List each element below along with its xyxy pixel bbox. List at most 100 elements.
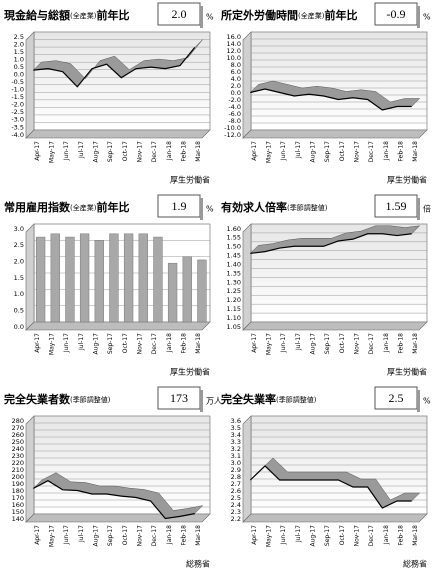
bar (94, 240, 104, 323)
x-tick-label: Jan-18 (383, 333, 390, 353)
title-suffix: 前年比 (96, 8, 129, 22)
unit: % (206, 205, 214, 214)
y-tick-label: 190 (12, 480, 24, 488)
y-tick-label: 2.4 (231, 501, 241, 509)
x-tick-label: Nov-17 (137, 141, 144, 163)
y-tick-label: -0.5 (11, 78, 24, 86)
y-tick-label: -2.0 (11, 101, 24, 109)
source: 厚生労働省 (170, 175, 210, 185)
y-tick-label: 260 (12, 431, 24, 439)
floor (25, 321, 211, 331)
y-tick-label: 1.0 (14, 55, 24, 63)
x-tick-label: Mar-18 (195, 525, 202, 546)
y-tick-label: -3.5 (11, 123, 24, 131)
y-tick-label: 1.30 (227, 278, 241, 286)
source: 厚生労働省 (387, 367, 427, 377)
y-tick-label: 3.1 (231, 452, 241, 460)
x-tick-label: Aug-17 (93, 333, 100, 355)
x-tick-label: May-17 (266, 525, 273, 547)
y-tick-label: 1.15 (227, 305, 241, 313)
y-tick-label: 10.0 (227, 54, 241, 62)
x-tick-label: Jun-17 (63, 525, 70, 545)
unit: % (206, 13, 214, 22)
headline-value: 2.5 (389, 391, 404, 405)
x-tick-label: Jan-18 (383, 141, 390, 161)
y-tick-label: 1.35 (227, 269, 241, 277)
y-tick-label: 1.05 (227, 323, 241, 331)
y-tick-label: 250 (12, 438, 24, 446)
x-tick-label: Sep-17 (324, 525, 331, 546)
bar (138, 233, 148, 323)
headline-value: 2.0 (172, 7, 187, 21)
headline-value: -0.9 (387, 7, 406, 21)
headline-value: 1.59 (386, 199, 407, 213)
x-tick-label: Dec-17 (368, 333, 375, 355)
x-tick-label: Jul-17 (295, 333, 302, 351)
unit: % (423, 13, 431, 22)
x-tick-label: Jun-17 (280, 333, 287, 353)
x-tick-label: May-17 (49, 141, 56, 163)
y-tick-label: 3.6 (231, 417, 241, 425)
y-tick-label: -2.0 (228, 96, 241, 104)
y-tick-label: 2.7 (231, 480, 241, 488)
floor (242, 129, 428, 139)
x-tick-label: Oct-17 (122, 333, 129, 353)
x-tick-label: May-17 (49, 333, 56, 355)
x-tick-label: Nov-17 (354, 525, 361, 547)
headline-shadow (417, 198, 420, 220)
x-tick-label: Mar-18 (412, 333, 419, 354)
x-tick-label: May-17 (49, 525, 56, 547)
y-tick-label: 280 (12, 417, 24, 425)
bar (153, 236, 163, 323)
chart-title: 完全失業率(季節調整値) (221, 392, 317, 406)
y-tick-label: 1.5 (14, 48, 24, 56)
x-tick-label: Aug-17 (310, 525, 317, 547)
y-tick-label: 160 (12, 501, 24, 509)
source: 総務省 (186, 559, 210, 569)
x-tick-label: Jul-17 (295, 141, 302, 159)
title-main: 完全失業率 (221, 392, 276, 406)
x-tick-label: Feb-18 (398, 525, 405, 546)
line (33, 47, 196, 88)
x-tick-label: Dec-17 (151, 141, 158, 163)
x-tick-label: Jul-17 (78, 141, 85, 159)
y-tick-label: 1.45 (227, 252, 241, 260)
chart-title: 所定外労働時間(全産業)前年比 (221, 8, 357, 22)
y-tick-label: 270 (12, 424, 24, 432)
x-tick-label: Aug-17 (310, 333, 317, 355)
source: 厚生労働省 (387, 175, 427, 185)
x-tick-label: Jun-17 (63, 141, 70, 161)
y-tick-label: 2.5 (14, 241, 24, 249)
y-tick-label: 1.25 (227, 287, 241, 295)
y-tick-label: 1.0 (14, 290, 24, 298)
x-tick-label: Feb-18 (181, 141, 188, 162)
x-tick-label: Feb-18 (181, 333, 188, 354)
bar (182, 256, 192, 323)
y-tick-label: 1.55 (227, 234, 241, 242)
y-tick-label: 230 (12, 452, 24, 460)
source: 厚生労働省 (170, 367, 210, 377)
x-tick-label: May-17 (266, 333, 273, 355)
y-tick-label: 2.5 (14, 33, 24, 41)
x-tick-label: Mar-18 (412, 141, 419, 162)
x-tick-label: Sep-17 (324, 333, 331, 354)
y-tick-label: 1.50 (227, 243, 241, 251)
y-tick-label: 6.0 (231, 68, 241, 76)
headline-shadow (200, 198, 203, 220)
y-tick-label: 3.0 (14, 225, 24, 233)
title-main: 有効求人倍率 (221, 200, 287, 214)
x-tick-label: Feb-18 (398, 141, 405, 162)
x-tick-label: May-17 (266, 141, 273, 163)
y-tick-label: 8.0 (231, 61, 241, 69)
y-tick-label: 2.9 (231, 466, 241, 474)
bar (35, 236, 46, 323)
x-tick-label: Apr-17 (34, 333, 41, 353)
y-tick-label: 3.2 (231, 445, 241, 453)
x-tick-label: Nov-17 (354, 141, 361, 163)
x-tick-label: Jul-17 (78, 525, 85, 543)
title-main: 現金給与総額 (4, 8, 70, 22)
x-tick-label: Apr-17 (251, 141, 258, 161)
x-tick-label: Nov-17 (354, 333, 361, 355)
title-note: (季節調整値) (287, 203, 328, 212)
